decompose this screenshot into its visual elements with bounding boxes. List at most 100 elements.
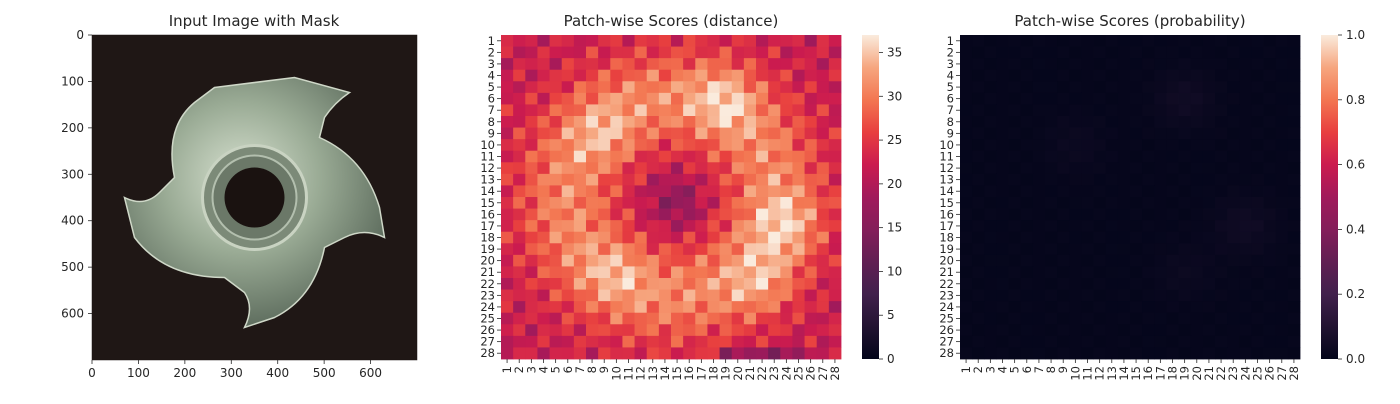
heatmap-cell <box>658 139 672 152</box>
heatmap-cell <box>695 150 708 163</box>
heatmap-cell <box>537 312 550 325</box>
x-tick-label: 28 <box>828 366 842 381</box>
heatmap-cell <box>1227 220 1240 233</box>
heatmap-cell <box>1227 104 1240 117</box>
heatmap-cell <box>780 243 793 256</box>
heatmap-cell <box>525 104 538 117</box>
heatmap-cell <box>561 335 575 348</box>
heatmap-cell <box>622 335 635 348</box>
heatmap-cell <box>573 35 587 47</box>
heatmap-cell <box>1178 312 1192 325</box>
heatmap-cell <box>549 208 563 221</box>
heatmap-cell <box>828 69 842 82</box>
heatmap-cell <box>1275 162 1289 175</box>
y-tick-label: 21 <box>480 265 495 279</box>
heatmap-cell <box>1069 324 1082 337</box>
heatmap-cell <box>1227 335 1240 348</box>
heatmap-cell <box>731 35 745 47</box>
heatmap-cell <box>525 254 538 267</box>
heatmap-cell <box>996 347 1009 360</box>
heatmap-cell <box>960 254 973 267</box>
heatmap-cell <box>756 289 769 302</box>
heatmap-cell <box>1287 162 1301 175</box>
heatmap-cell <box>658 347 672 360</box>
heatmap-cell <box>683 150 696 163</box>
heatmap-cell <box>1154 69 1167 82</box>
heatmap-cell <box>1093 69 1107 82</box>
y-tick-label: 1 <box>488 34 495 48</box>
heatmap-cell <box>1275 92 1289 105</box>
heatmap-cell <box>1069 92 1082 105</box>
heatmap-cell <box>1275 58 1289 71</box>
heatmap-cell <box>719 116 733 128</box>
heatmap-cell <box>1263 92 1277 105</box>
heatmap-cell <box>1032 197 1046 209</box>
heatmap-cell <box>1251 231 1264 244</box>
heatmap-cell <box>1251 58 1264 71</box>
heatmap-cell <box>756 185 769 198</box>
x-tick-label: 11 <box>1081 366 1095 381</box>
heatmap-cell <box>525 278 538 290</box>
heatmap-cell <box>634 46 648 59</box>
x-tick-label: 600 <box>359 366 382 380</box>
heatmap-cell <box>1081 69 1094 82</box>
heatmap-cell <box>768 266 781 279</box>
heatmap-cell <box>683 335 696 348</box>
x-tick-label: 9 <box>1056 366 1070 373</box>
heatmap-cell <box>646 173 660 186</box>
heatmap-cell <box>756 92 769 105</box>
heatmap-cell <box>1178 301 1192 314</box>
heatmap-cell <box>1287 278 1301 290</box>
heatmap-cell <box>671 243 684 256</box>
heatmap-cell <box>573 92 587 105</box>
x-tick-label: 20 <box>1190 366 1204 381</box>
heatmap-cell <box>1142 150 1155 163</box>
heatmap-cell <box>671 139 684 152</box>
heatmap-cell <box>768 69 781 82</box>
heatmap-cell <box>731 289 745 302</box>
heatmap-cell <box>610 301 623 314</box>
heatmap-cell <box>1020 197 1034 209</box>
heatmap-cell <box>996 254 1009 267</box>
heatmap-cell <box>731 208 745 221</box>
heatmap-cell <box>1190 92 1204 105</box>
heatmap-cell <box>646 324 660 337</box>
heatmap-cell <box>1020 150 1034 163</box>
heatmap-cell <box>658 208 672 221</box>
heatmap-cell <box>1202 139 1216 152</box>
heatmap-cell <box>573 335 587 348</box>
heatmap-cell <box>1020 335 1034 348</box>
heatmap-cell <box>1069 150 1082 163</box>
heatmap-cell <box>1130 162 1143 175</box>
heatmap-cell <box>804 185 818 198</box>
heatmap-cell <box>501 46 514 59</box>
heatmap-cell <box>622 220 635 233</box>
heatmap-cell <box>1239 335 1252 348</box>
heatmap-cell <box>707 266 720 279</box>
heatmap-cell <box>1202 162 1216 175</box>
x-tick-label: 5 <box>549 366 563 373</box>
heatmap-cell <box>1239 46 1252 59</box>
heatmap-cell <box>743 139 757 152</box>
heatmap-cell <box>513 116 526 128</box>
heatmap-cell <box>719 335 733 348</box>
heatmap-cell <box>561 243 575 256</box>
x-tick-label: 27 <box>1275 366 1289 381</box>
heatmap-cell <box>537 197 550 209</box>
y-tick-label: 400 <box>61 214 84 228</box>
y-tick-label: 19 <box>939 242 954 256</box>
heatmap-cell <box>756 208 769 221</box>
heatmap-cell <box>1166 335 1179 348</box>
heatmap-cell <box>501 104 514 117</box>
heatmap-cell <box>1008 312 1022 325</box>
heatmap-cell <box>1069 185 1082 198</box>
heatmap-cell <box>792 312 805 325</box>
heatmap-cell <box>1105 254 1119 267</box>
heatmap-cell <box>780 347 793 360</box>
heatmap-cell <box>525 46 538 59</box>
heatmap-cell <box>525 312 538 325</box>
heatmap-cell <box>1032 324 1046 337</box>
heatmap-cell <box>804 46 818 59</box>
heatmap-cell <box>1117 150 1131 163</box>
heatmap-cell <box>743 69 757 82</box>
